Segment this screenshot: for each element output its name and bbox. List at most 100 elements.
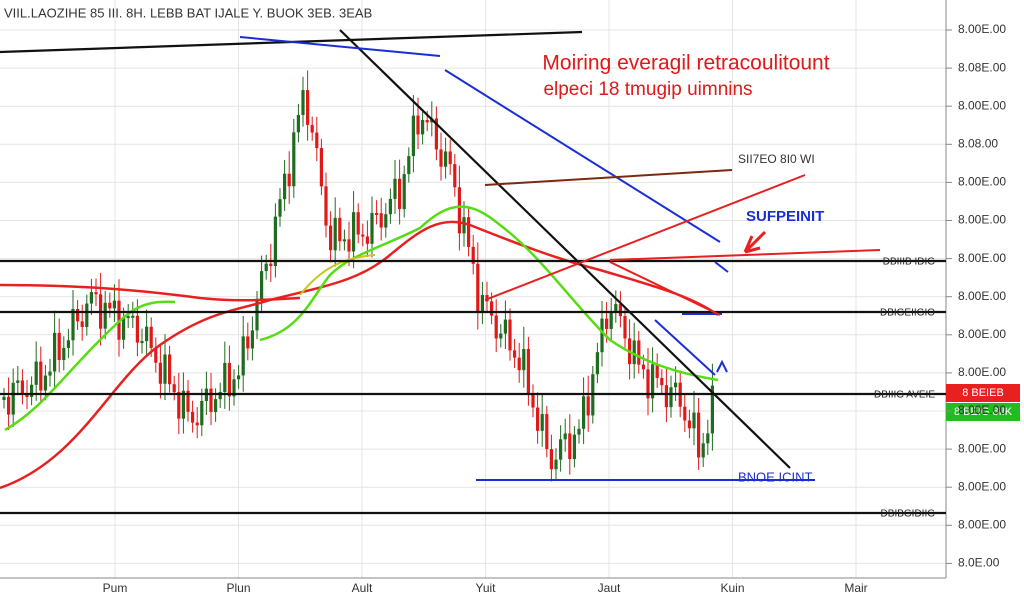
candle-body <box>513 350 517 358</box>
candle-body <box>641 364 645 370</box>
candle-body <box>232 379 236 397</box>
candle-body <box>471 246 475 264</box>
candle-body <box>7 396 11 415</box>
candle-body <box>191 411 195 423</box>
header-title: VIIL.LAOZIHE 85 III. 8H. LEBB BAT IJALE … <box>4 5 372 20</box>
candle-body <box>706 433 710 444</box>
candle-body <box>315 132 319 149</box>
candle-body <box>697 412 701 458</box>
candle-body <box>660 377 664 386</box>
candle-body <box>687 420 691 429</box>
candle-body <box>421 120 425 135</box>
candle-body <box>536 407 540 431</box>
annotation-line: elpeci 18 tmugip uimnins <box>543 79 752 100</box>
trend-label: SII7EO 8I0 WI <box>738 152 815 166</box>
candle-body <box>618 304 622 317</box>
candle-body <box>76 308 80 322</box>
candle-body <box>48 371 52 376</box>
candle-body <box>600 318 604 353</box>
price-label: 8.00E.00 <box>958 175 1006 189</box>
level-label: DBIIIB IDIG <box>883 257 935 268</box>
price-label: 8.00E.00 <box>958 517 1006 531</box>
candle-body <box>140 341 144 344</box>
candle-body <box>503 319 507 334</box>
candle-body <box>563 433 567 440</box>
candle-body <box>172 384 176 393</box>
candle-body <box>154 347 158 363</box>
candle-body <box>651 364 655 399</box>
candle-body <box>85 303 89 327</box>
candle-body <box>39 361 43 391</box>
candle-body <box>131 315 135 318</box>
candle-body <box>669 387 673 408</box>
candle-body <box>540 414 544 431</box>
moving-average-mid <box>299 254 376 296</box>
time-label: Pum <box>103 581 128 595</box>
price-label: 8.00E.00 <box>958 479 1006 493</box>
candle-body <box>30 384 34 398</box>
candle-body <box>241 336 245 376</box>
candle-body <box>384 214 388 228</box>
candle-body <box>177 392 181 419</box>
candle-body <box>296 114 300 133</box>
candle-body <box>632 340 636 365</box>
candle-body <box>324 186 328 226</box>
candle-body <box>71 308 75 341</box>
candle-body <box>361 234 365 237</box>
candle-body <box>356 212 360 235</box>
price-label: 8.00E.00 <box>958 365 1006 379</box>
candle-body <box>20 380 24 395</box>
price-badge-red <box>946 384 1020 402</box>
candle-body <box>333 217 337 251</box>
candle-body <box>490 301 494 316</box>
candle-body <box>223 362 227 393</box>
candle-body <box>158 362 162 384</box>
price-label: 8.00E.00 <box>958 213 1006 227</box>
candle-body <box>549 449 553 470</box>
price-label: 8.08.00 <box>958 136 998 150</box>
candle-body <box>444 151 448 167</box>
price-badge-green <box>946 403 1020 421</box>
candle-body <box>402 174 406 210</box>
level-label: DBIBGIDIIG <box>881 509 936 520</box>
candle-body <box>637 340 641 365</box>
candle-body <box>646 369 650 399</box>
candle-body <box>94 292 98 295</box>
bottom-label: BNOE ICINT <box>738 469 812 484</box>
candle-body <box>43 375 47 391</box>
candle-body <box>200 400 204 426</box>
level-label: DBIIIG AVEIE <box>874 390 935 401</box>
candle-body <box>526 348 530 395</box>
candle-body <box>457 187 461 234</box>
candle-body <box>301 90 305 115</box>
time-label: Plun <box>226 581 250 595</box>
candle-body <box>306 90 310 125</box>
candle-body <box>605 318 609 329</box>
candle-body <box>531 394 535 408</box>
candle-body <box>411 115 415 157</box>
candle-body <box>462 217 466 234</box>
level-label: DBIGEIIGIO <box>880 308 935 319</box>
candle-body <box>398 178 402 210</box>
candle-body <box>499 333 503 339</box>
time-label: Jaut <box>598 581 621 595</box>
price-label: 8.00E.00 <box>958 251 1006 265</box>
candle-body <box>425 120 429 123</box>
candle-body <box>168 354 172 385</box>
price-label: 8.00E.00 <box>958 327 1006 341</box>
candle-body <box>664 385 668 408</box>
price-label: 8.0E.00 <box>958 556 1000 570</box>
candle-body <box>586 396 590 416</box>
moving-average-red <box>0 283 301 302</box>
candle-body <box>434 118 438 150</box>
candle-body <box>278 199 282 217</box>
candle-body <box>508 319 512 351</box>
candle-body <box>568 433 572 460</box>
candle-body <box>227 362 231 397</box>
candle-body <box>214 399 218 412</box>
candle-body <box>246 336 250 349</box>
candle-body <box>370 212 374 244</box>
moving-average-slow <box>0 220 719 490</box>
candle-body <box>218 392 222 400</box>
